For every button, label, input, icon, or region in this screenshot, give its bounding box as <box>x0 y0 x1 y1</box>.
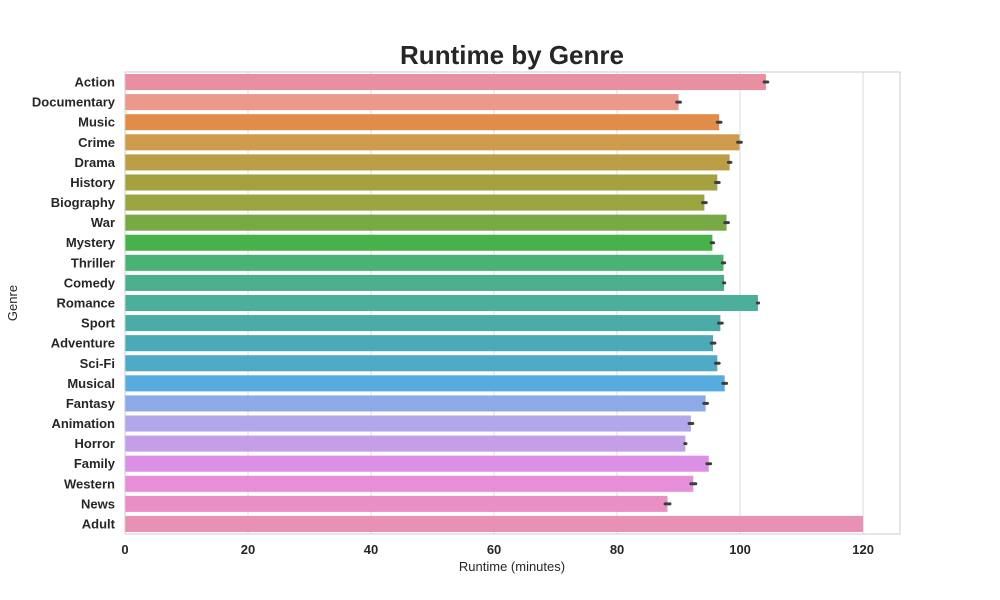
bar-sport <box>125 315 721 332</box>
y-category-label: Adult <box>82 516 116 531</box>
bar-animation <box>125 415 691 432</box>
y-axis-label: Genre <box>5 285 20 321</box>
bar-comedy <box>125 274 725 291</box>
y-category-label: Thriller <box>71 255 115 270</box>
bar-sci-fi <box>125 355 718 372</box>
y-category-label: Music <box>78 115 115 130</box>
bar-adult <box>125 515 864 532</box>
y-category-label: Family <box>74 456 116 471</box>
y-category-label: Fantasy <box>66 396 116 411</box>
x-tick-label: 0 <box>121 542 128 557</box>
y-category-label: Adventure <box>51 336 115 351</box>
bar-documentary <box>125 94 679 111</box>
plot-frame <box>124 71 901 535</box>
bar-mystery <box>125 234 713 251</box>
bar-fantasy <box>125 395 706 412</box>
x-axis-label: Runtime (minutes) <box>459 559 565 574</box>
y-category-label: Action <box>75 75 116 90</box>
bar-history <box>125 174 718 191</box>
y-category-label: Romance <box>56 296 115 311</box>
bars <box>125 74 864 532</box>
y-category-label: Western <box>64 476 115 491</box>
y-category-label: Drama <box>75 155 116 170</box>
y-category-label: Musical <box>67 376 115 391</box>
bar-musical <box>125 375 725 392</box>
bar-crime <box>125 134 740 151</box>
y-category-label: Horror <box>75 436 115 451</box>
error-bars <box>663 80 770 506</box>
x-tick-labels: 0 20 40 60 80 100 120 <box>121 542 874 557</box>
bar-romance <box>125 294 758 312</box>
x-tick-label: 60 <box>487 542 501 557</box>
y-category-label: Sport <box>81 316 116 331</box>
bar-news <box>125 495 668 512</box>
bar-adventure <box>125 335 714 352</box>
y-category-label: War <box>91 215 115 230</box>
x-tick-label: 100 <box>729 542 751 557</box>
y-category-label: Sci-Fi <box>80 356 115 371</box>
bar-war <box>125 214 727 231</box>
x-tick-label: 40 <box>364 542 378 557</box>
bar-action <box>125 74 766 91</box>
bar-horror <box>125 435 686 452</box>
chart-title: Runtime by Genre <box>400 40 624 70</box>
x-tick-label: 120 <box>852 542 874 557</box>
y-category-label: History <box>70 175 116 190</box>
bar-western <box>125 475 694 492</box>
bar-music <box>125 114 720 131</box>
bar-family <box>125 455 709 472</box>
y-category-label: Biography <box>51 195 116 210</box>
x-tick-label: 20 <box>241 542 255 557</box>
bar-thriller <box>125 254 724 271</box>
y-category-labels: Action Documentary Music Crime Drama History B… <box>32 75 116 532</box>
x-tick-label: 80 <box>610 542 624 557</box>
bar-drama <box>125 154 730 171</box>
y-category-label: Crime <box>78 135 115 150</box>
y-category-label: Mystery <box>66 235 116 250</box>
y-category-label: Comedy <box>64 275 116 290</box>
y-category-label: Documentary <box>32 95 116 110</box>
bar-biography <box>125 194 705 211</box>
y-category-label: News <box>81 496 115 511</box>
y-category-label: Animation <box>51 416 115 431</box>
